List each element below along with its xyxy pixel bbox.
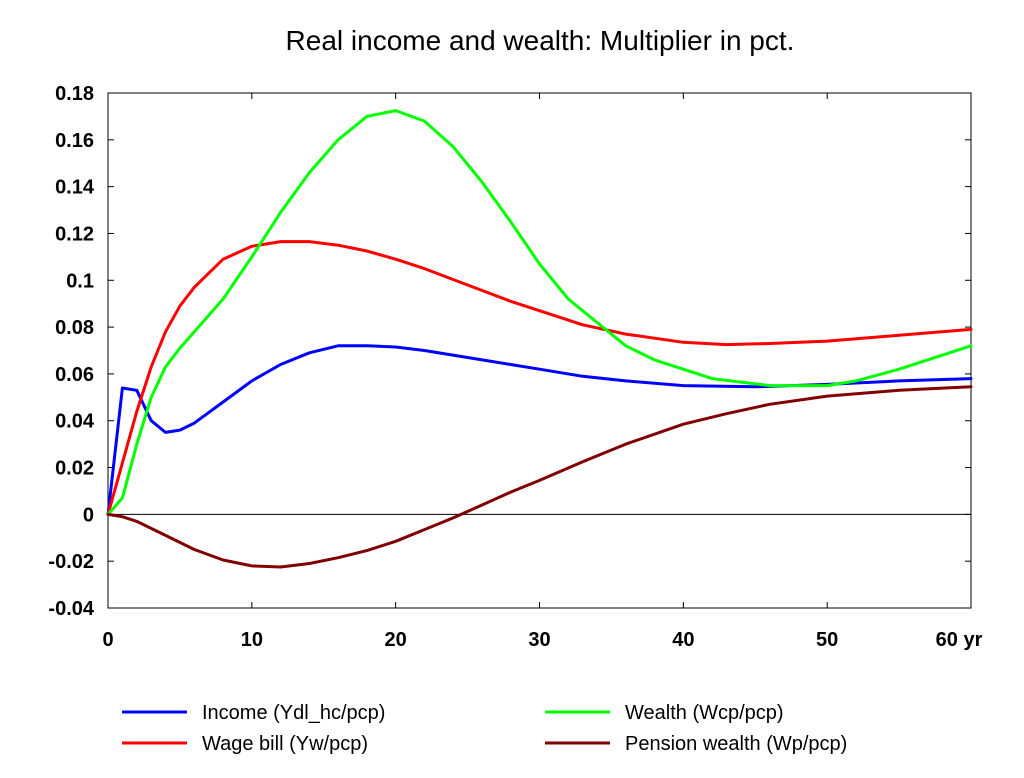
y-tick-label: 0.08 xyxy=(55,317,94,339)
series-line-4 xyxy=(106,385,973,569)
legend-label: Income (Ydl_hc/pcp) xyxy=(202,702,385,724)
y-tick-label: -0.02 xyxy=(48,551,94,573)
x-tick-label: 60 yr xyxy=(936,629,983,651)
x-tick-label: 30 xyxy=(528,629,550,651)
x-tick-label: 40 xyxy=(672,629,694,651)
plot-area-frame xyxy=(107,92,972,609)
x-tick-label: 20 xyxy=(385,629,407,651)
x-tick-label: 0 xyxy=(102,629,113,651)
y-tick-label: 0.18 xyxy=(55,83,94,105)
legend-label: Pension wealth (Wp/pcp) xyxy=(625,733,847,755)
y-tick-label: 0.02 xyxy=(55,458,94,480)
series-line-3 xyxy=(106,109,973,516)
legend-label: Wealth (Wcp/pcp) xyxy=(625,702,784,724)
y-tick-label: -0.04 xyxy=(48,598,94,620)
y-tick-label: 0 xyxy=(83,504,94,526)
y-tick-label: 0.04 xyxy=(55,411,95,433)
series-line-2 xyxy=(106,240,973,516)
y-tick-label: 0.1 xyxy=(66,270,94,292)
x-tick-label: 10 xyxy=(241,629,263,651)
y-tick-label: 0.14 xyxy=(55,177,95,199)
legend-label: Wage bill (Yw/pcp) xyxy=(202,733,368,755)
y-tick-label: 0.06 xyxy=(55,364,94,386)
y-tick-label: 0.16 xyxy=(55,130,94,152)
chart-title: Real income and wealth: Multiplier in pc… xyxy=(286,25,795,56)
x-tick-label: 50 xyxy=(816,629,838,651)
y-tick-label: 0.12 xyxy=(55,223,94,245)
series-line-1 xyxy=(106,344,973,516)
